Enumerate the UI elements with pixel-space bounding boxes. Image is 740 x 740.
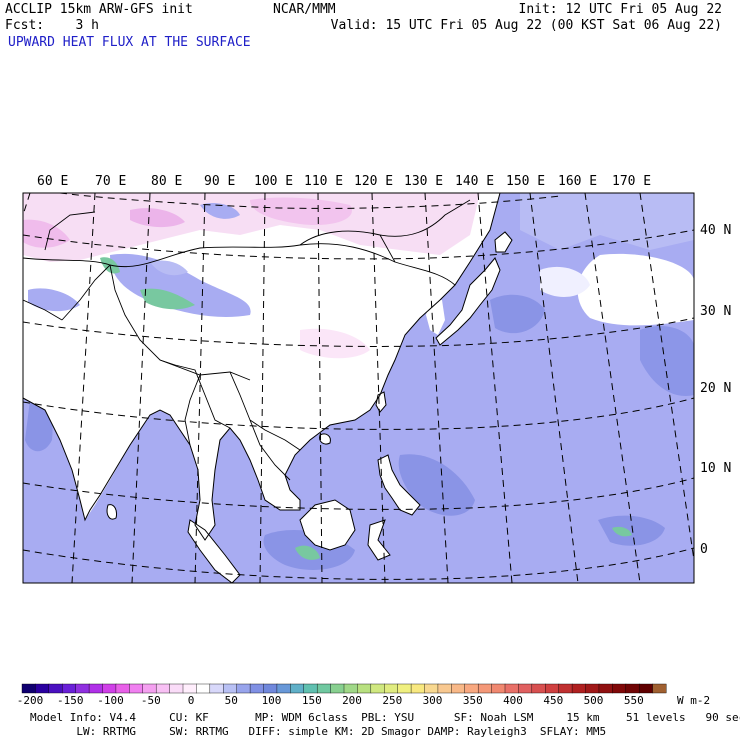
colorbar-cell (182, 683, 197, 694)
colorbar-tick-label: 500 (584, 694, 604, 707)
colorbar-tick-label: 150 (302, 694, 322, 707)
colorbar-cell (652, 683, 667, 694)
map-panel: 60 E 70 E 80 E 90 E 100 E 110 E 120 E 13… (22, 174, 731, 584)
valid-time: Valid: 15 UTC Fri 05 Aug 22 (00 KST Sat … (330, 18, 722, 33)
map-frame (22, 192, 695, 584)
init-time: Init: 12 UTC Fri 05 Aug 22 (518, 2, 723, 17)
colorbar-unit: W m-2 (677, 694, 710, 707)
colorbar-cell (424, 683, 439, 694)
model-info-line-1: Model Info: V4.4 CU: KF MP: WDM 6class P… (30, 711, 740, 724)
colorbar-cell (155, 683, 171, 694)
colorbar-cell (518, 683, 533, 694)
colorbar-tick-label: -150 (57, 694, 84, 707)
colorbar-cell (545, 683, 560, 694)
colorbar-cell (290, 683, 305, 694)
graticule (23, 193, 694, 583)
colorbar-cell (35, 683, 50, 694)
colorbar-tick-label: -50 (141, 694, 161, 707)
colorbar-cell (612, 683, 627, 694)
colorbar-tick-label: 450 (543, 694, 563, 707)
colorbar-cell (303, 683, 318, 694)
colorbar-tick-label: -200 (17, 694, 44, 707)
field-title: UPWARD HEAT FLUX AT THE SURFACE (8, 35, 251, 50)
colorbar-cell (558, 683, 573, 694)
longitude-labels: 60 E 70 E 80 E 90 E 100 E 110 E 120 E 13… (37, 174, 651, 189)
colorbar-cell (75, 683, 90, 694)
model-info-line-2: LW: RRTMG SW: RRTMG DIFF: simple KM: 2D … (30, 725, 607, 738)
colorbar-cell (196, 683, 211, 694)
colorbar-cell (437, 683, 452, 694)
colorbar-cell (384, 683, 399, 694)
colorbar-cell (598, 683, 613, 694)
colorbar-cell (491, 683, 506, 694)
colorbar-cell (316, 683, 332, 694)
colorbar-cell (370, 683, 385, 694)
lon-label: 70 E (95, 174, 126, 189)
colorbar-cell (343, 683, 358, 694)
map-field (23, 193, 694, 583)
lon-label: 100 E (254, 174, 293, 189)
lon-label: 60 E (37, 174, 68, 189)
colorbar-cell (236, 683, 251, 694)
lon-label: 150 E (506, 174, 545, 189)
latitude-labels: 40 N 30 N 20 N 10 N 0 (700, 223, 731, 557)
colorbar-cell (410, 683, 425, 694)
lat-label: 0 (700, 542, 708, 557)
lon-label: 170 E (612, 174, 651, 189)
lat-label: 10 N (700, 461, 731, 476)
colorbar-tick-label: 50 (225, 694, 238, 707)
colorbar-cells (21, 683, 667, 694)
colorbar-cell (531, 683, 546, 694)
colorbar-cell (638, 683, 654, 694)
colorbar-cell (102, 683, 117, 694)
colorbar-tick-label: 300 (423, 694, 443, 707)
colorbar-cell (330, 683, 345, 694)
colorbar-tick-label: 200 (342, 694, 362, 707)
colorbar-cell (571, 683, 587, 694)
lon-label: 80 E (151, 174, 182, 189)
lon-label: 90 E (204, 174, 235, 189)
colorbar-cell (209, 683, 224, 694)
lon-label: 130 E (404, 174, 443, 189)
colorbar-cell (88, 683, 104, 694)
lon-label: 110 E (304, 174, 343, 189)
colorbar-cell (129, 683, 144, 694)
lon-label: 140 E (455, 174, 494, 189)
colorbar-cell (585, 683, 600, 694)
colorbar-tick-label: 400 (503, 694, 523, 707)
lat-label: 20 N (700, 381, 731, 396)
colorbar-cell (504, 683, 519, 694)
country-borders (23, 199, 471, 481)
colorbar-cell (263, 683, 278, 694)
colorbar-tick-labels: -200 -150 -100 -50 0 50 100 150 200 250 300 350 400 4… (17, 694, 644, 707)
colorbar-cell (249, 683, 265, 694)
lat-label: 40 N (700, 223, 731, 238)
colorbar-cell (477, 683, 493, 694)
colorbar-tick-label: 0 (188, 694, 195, 707)
lon-label: 160 E (558, 174, 597, 189)
forecast-hour: Fcst: 3 h (5, 18, 99, 33)
colorbar-cell (357, 683, 372, 694)
colorbar-tick-label: 250 (382, 694, 402, 707)
lat-label: 30 N (700, 304, 731, 319)
colorbar-tick-label: -100 (97, 694, 124, 707)
colorbar-tick-label: 350 (463, 694, 483, 707)
colorbar-cell (397, 683, 412, 694)
model-title: ACCLIP 15km ARW-GFS init (5, 2, 193, 17)
colorbar-cell (223, 683, 238, 694)
colorbar-cell (169, 683, 184, 694)
colorbar-cell (451, 683, 466, 694)
colorbar-cell (142, 683, 157, 694)
colorbar-cell (276, 683, 291, 694)
colorbar-cell (62, 683, 77, 694)
colorbar-cell (464, 683, 479, 694)
colorbar-cell (48, 683, 63, 694)
center-label: NCAR/MMM (273, 2, 336, 17)
colorbar-cell (115, 683, 130, 694)
colorbar-cell (21, 683, 36, 694)
colorbar-tick-label: 100 (262, 694, 282, 707)
colorbar-tick-label: 550 (624, 694, 644, 707)
lon-label: 120 E (354, 174, 393, 189)
colorbar-cell (625, 683, 640, 694)
